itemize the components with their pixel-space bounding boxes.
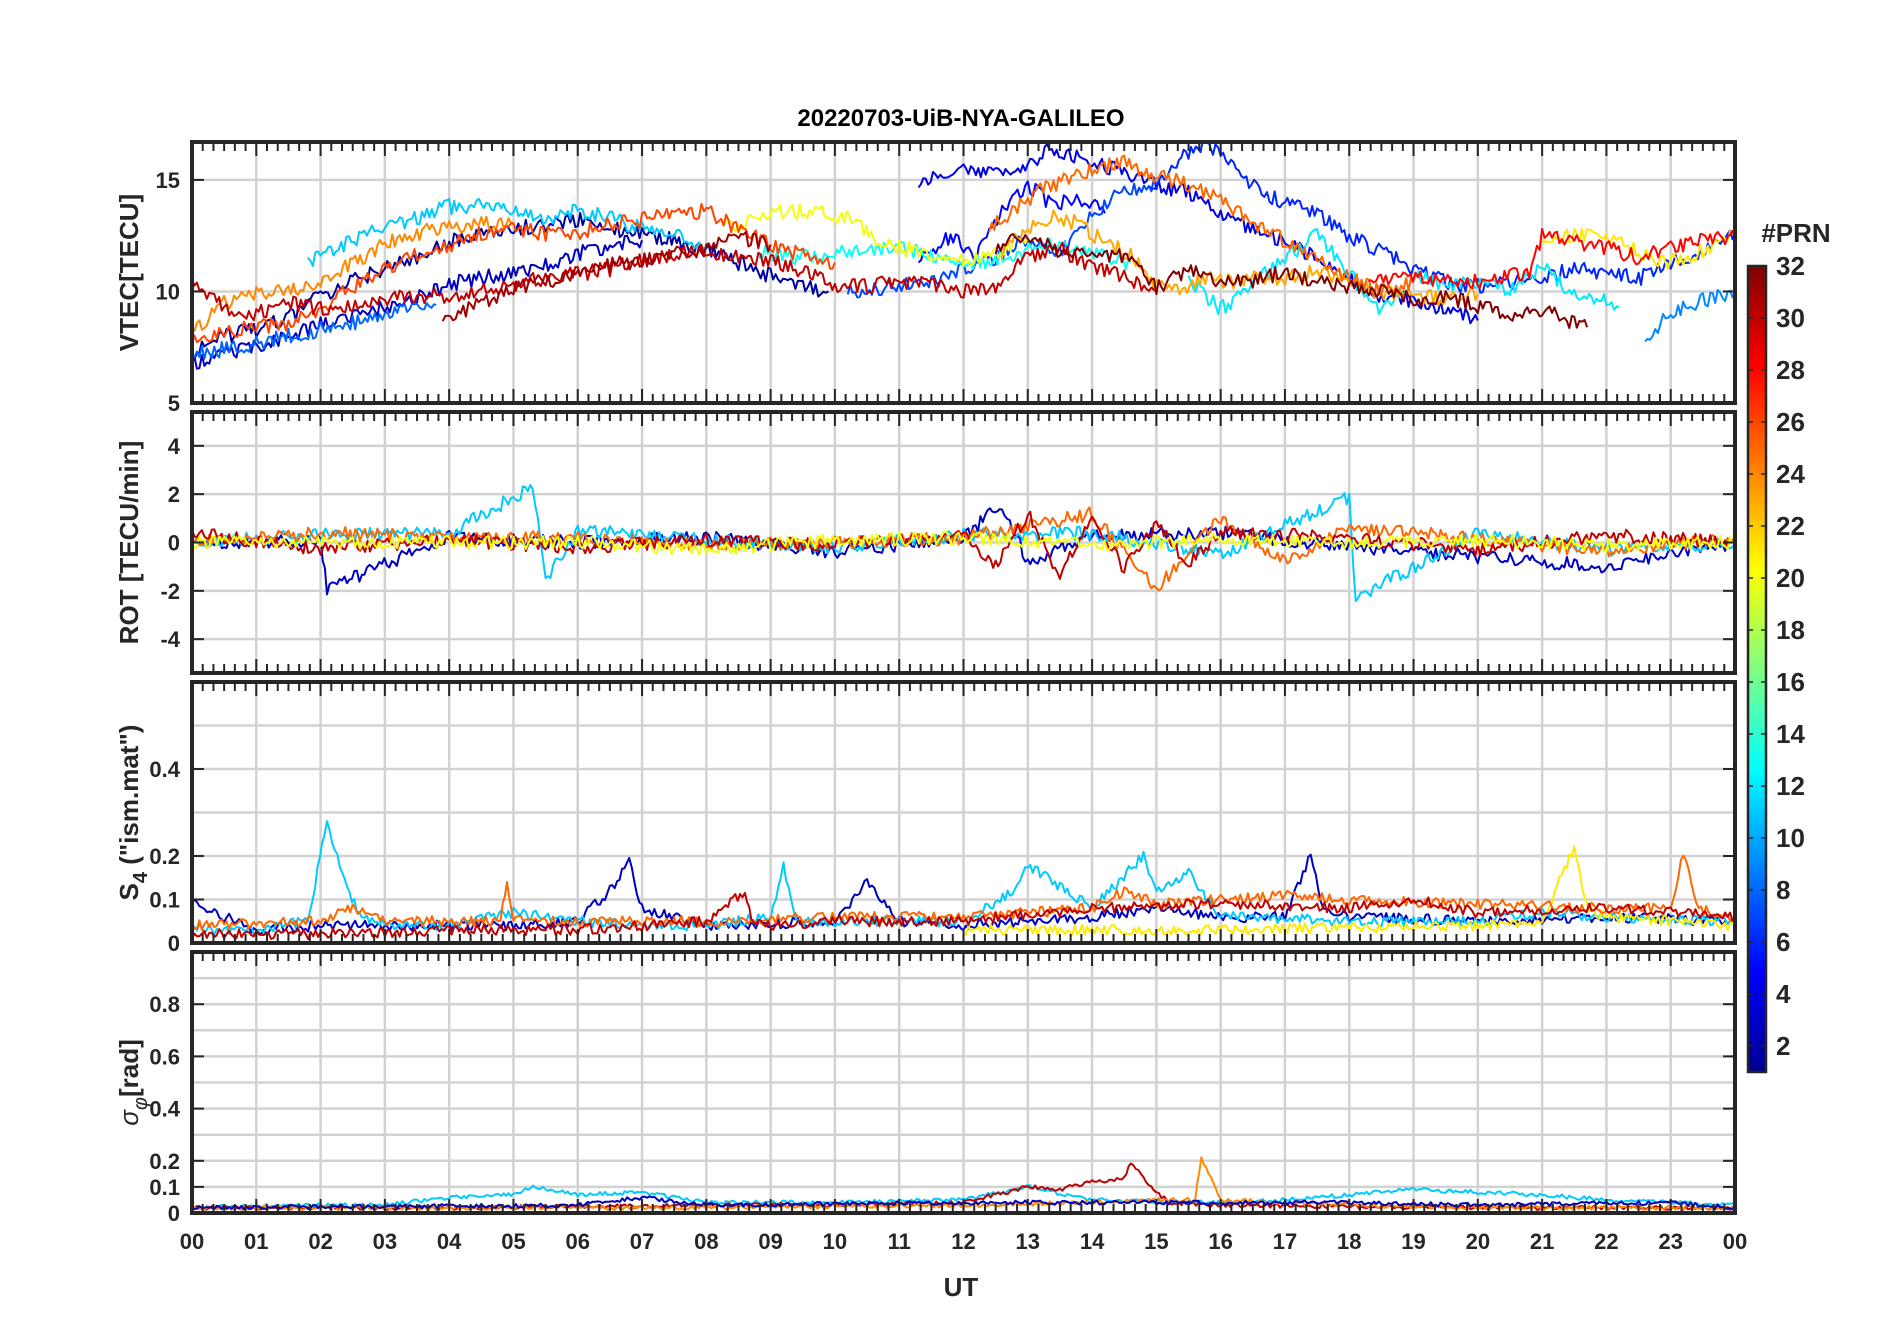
x-tick-label: 00 — [180, 1229, 204, 1254]
y-tick-label: 5 — [168, 391, 180, 416]
x-tick-label: 14 — [1080, 1229, 1105, 1254]
x-tick-label: 12 — [951, 1229, 975, 1254]
y-axis-label-rot: ROT [TECU/min] — [114, 441, 144, 645]
x-tick-label: 08 — [694, 1229, 718, 1254]
x-tick-label: 18 — [1337, 1229, 1361, 1254]
y-tick-label: 15 — [156, 168, 180, 193]
x-tick-label: 17 — [1273, 1229, 1297, 1254]
x-tick-label: 05 — [501, 1229, 525, 1254]
colorbar-tick-label: 24 — [1776, 459, 1805, 489]
y-tick-label: 0.2 — [149, 844, 180, 869]
y-tick-label: 0.2 — [149, 1149, 180, 1174]
series-line-prn-3 — [192, 507, 1735, 596]
colorbar-scale — [1746, 264, 1768, 1074]
y-tick-label: 0.8 — [149, 992, 180, 1017]
y-axis-label-vtec: VTEC[TECU] — [114, 194, 144, 351]
x-tick-label: 22 — [1594, 1229, 1618, 1254]
series-line-prn-3 — [192, 234, 643, 370]
series-line-prn-32 — [994, 233, 1589, 330]
colorbar-tick-label: 10 — [1776, 823, 1805, 853]
series-line-prn-25 — [192, 854, 1735, 931]
series-line-prn-21 — [1541, 228, 1735, 270]
series-line-prn-6 — [1149, 142, 1735, 294]
x-tick-label: 03 — [373, 1229, 397, 1254]
series-line-prn-24 — [192, 215, 514, 332]
panel-vtec: 5 10 15 VTEC[TECU] — [114, 140, 1737, 416]
chart-title: 20220703-UiB-NYA-GALILEO — [797, 105, 1124, 132]
colorbar-tick-label: 18 — [1776, 615, 1805, 645]
y-tick-label: 2 — [168, 482, 180, 507]
x-tick-label: 09 — [758, 1229, 782, 1254]
colorbar-tick-label: 6 — [1776, 927, 1790, 957]
x-tick-label: 19 — [1401, 1229, 1425, 1254]
y-axis-label-sigma_phi: σφ[rad] — [114, 1039, 152, 1126]
series-line-prn-20 — [192, 530, 1735, 557]
series-line-prn-11 — [192, 1184, 1735, 1211]
panel-rot: -4 -2 0 2 4 ROT [TECU/min] — [114, 410, 1737, 675]
x-tick-label: 00 — [1723, 1229, 1747, 1254]
x-tick-label: 07 — [630, 1229, 654, 1254]
colorbar-tick-label: 32 — [1776, 251, 1805, 281]
y-tick-label: 10 — [156, 279, 180, 304]
panel-sigma_phi: 00.10.2 0.4 0.6 0.8 σφ[rad] 00 01 02 03 04 05 06 07 0… — [114, 950, 1747, 1254]
y-tick-label: 0.4 — [149, 757, 180, 782]
x-tick-label: 06 — [566, 1229, 590, 1254]
panel-s4: 0 0.1 0.2 0.4S4 ("ism.mat") — [114, 680, 1737, 956]
colorbar-tick-label: 12 — [1776, 771, 1805, 801]
x-tick-label: 02 — [308, 1229, 332, 1254]
x-tick-label: 15 — [1144, 1229, 1168, 1254]
x-tick-label: 11 — [888, 1229, 911, 1254]
colorbar-tick-label: 26 — [1776, 407, 1805, 437]
x-tick-label: 01 — [244, 1229, 268, 1254]
colorbar-tick-label: 2 — [1776, 1031, 1790, 1061]
x-tick-label: 20 — [1466, 1229, 1490, 1254]
y-tick-label: 0 — [168, 531, 180, 556]
y-tick-label: -2 — [160, 579, 180, 604]
colorbar-tick-label: 8 — [1776, 875, 1790, 905]
y-tick-label: 0.4 — [149, 1097, 180, 1122]
series-line-prn-30 — [192, 241, 1157, 322]
colorbar-tick-label: 22 — [1776, 511, 1805, 541]
y-axis-label-s4: S4 ("ism.mat") — [114, 725, 152, 901]
series-line-prn-26 — [192, 202, 836, 344]
y-tick-label: 0 — [168, 1201, 180, 1226]
series-line-prn-9 — [1644, 288, 1735, 343]
series-line-prn-11 — [192, 484, 1735, 603]
colorbar-label: #PRN — [1761, 218, 1830, 248]
x-tick-label: 21 — [1530, 1229, 1554, 1254]
series-line-prn-30 — [192, 891, 1735, 941]
colorbar-tick-label: 14 — [1776, 719, 1805, 749]
x-axis-label: UT — [944, 1272, 979, 1302]
colorbar-tick-label: 4 — [1776, 979, 1791, 1009]
series-line-prn-5 — [917, 180, 1106, 264]
series-line-prn-28 — [1368, 227, 1735, 290]
colorbar-tick-label: 30 — [1776, 303, 1805, 333]
x-tick-label: 04 — [437, 1229, 462, 1254]
y-tick-label: -4 — [160, 627, 180, 652]
colorbar-tick-label: 20 — [1776, 563, 1805, 593]
colorbar-tick-label: 16 — [1776, 667, 1805, 697]
x-tick-label: 16 — [1208, 1229, 1232, 1254]
x-tick-label: 13 — [1016, 1229, 1040, 1254]
series-line-prn-8 — [192, 302, 437, 360]
series-line-prn-31 — [441, 230, 772, 322]
y-tick-label: 0.1 — [149, 1175, 180, 1200]
y-tick-label: 0.6 — [149, 1044, 180, 1069]
x-tick-label: 23 — [1658, 1229, 1682, 1254]
y-tick-label: 0.1 — [149, 888, 180, 913]
x-tick-label: 10 — [823, 1229, 847, 1254]
colorbar-tick-label: 28 — [1776, 355, 1805, 385]
series-line-prn-20 — [725, 203, 1029, 267]
series-line-prn-25 — [988, 154, 1415, 297]
y-tick-label: 0 — [168, 931, 180, 956]
y-tick-label: 4 — [168, 434, 181, 459]
